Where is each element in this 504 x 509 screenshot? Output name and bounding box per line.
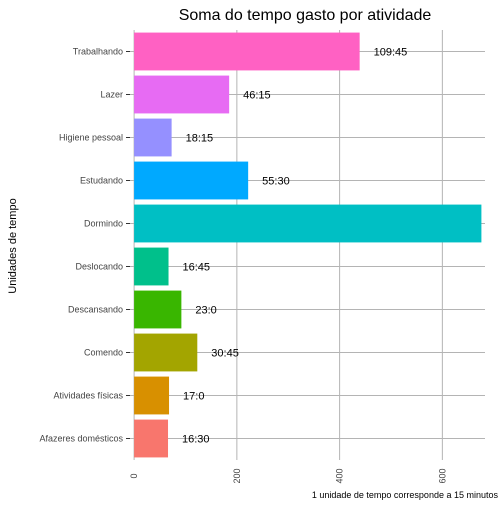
category-labels: Trabalhando Lazer Higiene pessoal Estudando… xyxy=(39,47,130,444)
bar xyxy=(134,161,249,200)
bar xyxy=(134,290,182,329)
data-label: 23:0 xyxy=(195,305,216,317)
bar xyxy=(134,75,230,114)
data-label: 46:15 xyxy=(243,90,271,102)
category-label: Dormindo xyxy=(84,219,123,229)
bar xyxy=(134,247,169,286)
bar xyxy=(134,204,482,243)
data-label: 55:30 xyxy=(262,176,290,188)
data-label: 16:30 xyxy=(182,434,210,446)
x-tick-labels: 0 200 400 600 xyxy=(129,468,447,483)
category-label: Higiene pessoal xyxy=(59,133,123,143)
data-label: 30:45 xyxy=(211,348,239,360)
x-tick-label: 400 xyxy=(335,468,345,483)
category-label: Descansando xyxy=(68,305,123,315)
category-label: Comendo xyxy=(84,348,123,358)
chart-title: Soma do tempo gasto por atividade xyxy=(179,7,432,24)
data-label: 17:0 xyxy=(183,391,204,403)
category-label: Afazeres domésticos xyxy=(39,434,123,444)
x-tick-label: 600 xyxy=(437,468,447,483)
category-label: Deslocando xyxy=(75,262,123,272)
category-label: Lazer xyxy=(100,90,123,100)
bar xyxy=(134,32,360,71)
y-axis-label: Unidades de tempo xyxy=(7,198,19,293)
bar xyxy=(134,376,170,415)
bar xyxy=(134,333,198,372)
data-label: 109:45 xyxy=(374,47,408,59)
bar xyxy=(134,419,169,458)
x-tick-label: 0 xyxy=(129,473,139,478)
category-label: Estudando xyxy=(80,176,123,186)
category-label: Trabalhando xyxy=(73,47,123,57)
data-label: 18:15 xyxy=(186,133,214,145)
category-label: Atividades físicas xyxy=(53,391,123,401)
x-tick-label: 200 xyxy=(232,468,242,483)
data-labels: 109:45 46:15 18:15 55:30 16:45 23:0 30:45 17:0 1… xyxy=(182,47,407,446)
bars xyxy=(134,32,482,458)
data-label: 16:45 xyxy=(183,262,211,274)
bar xyxy=(134,118,172,157)
chart-caption: 1 unidade de tempo corresponde a 15 minu… xyxy=(312,490,499,500)
